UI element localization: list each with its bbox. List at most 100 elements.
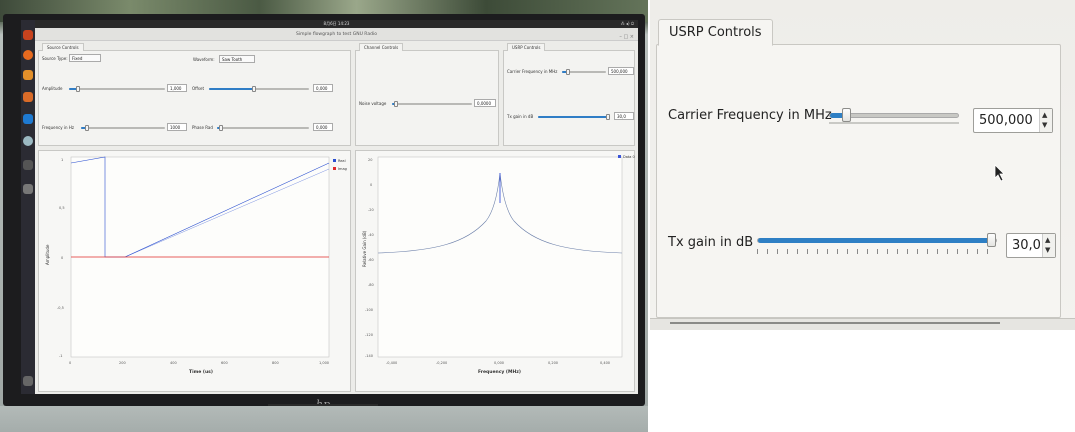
frequency-value: 1000 bbox=[170, 125, 181, 130]
tx-gain-label: Tx gain in dB bbox=[668, 235, 754, 250]
freq-ytick: -20 bbox=[368, 208, 374, 212]
time-xtick: 800 bbox=[272, 361, 279, 365]
legend-imag-swatch bbox=[333, 167, 336, 170]
legend-data0-label: Data 0 bbox=[623, 155, 635, 159]
firefox-icon[interactable] bbox=[23, 50, 33, 60]
vscode-icon[interactable] bbox=[23, 114, 33, 124]
time-xtick: 200 bbox=[119, 361, 126, 365]
legend-real-label: Real bbox=[338, 159, 346, 163]
noise-slider[interactable] bbox=[392, 101, 472, 107]
desk-surface bbox=[0, 406, 648, 432]
topbar-status-icons[interactable]: ⁂ ◂) ⏻ bbox=[620, 21, 634, 26]
frequency-spinbox[interactable]: 1000 bbox=[167, 123, 187, 131]
terminal-icon[interactable] bbox=[23, 136, 33, 146]
tab-source-controls[interactable]: Source Controls bbox=[42, 43, 84, 51]
horizontal-scrollbar[interactable] bbox=[670, 322, 1000, 324]
real-series-line-2 bbox=[124, 168, 330, 258]
freq-x-ticks: -0,400 -0,200 0,000 0,200 0,400 bbox=[386, 361, 610, 365]
carrier-slider-groove bbox=[829, 122, 959, 124]
offset-slider[interactable] bbox=[209, 86, 309, 92]
frequency-slider[interactable] bbox=[81, 125, 165, 131]
tx-gain-slider[interactable] bbox=[757, 233, 997, 247]
topbar-clock[interactable]: 8月6日 14:23 bbox=[323, 21, 350, 26]
tx-gain-slider-ticks bbox=[757, 249, 997, 254]
spin-down-icon[interactable]: ▼ bbox=[1045, 246, 1051, 254]
offset-value: 0,000 bbox=[316, 86, 328, 91]
offset-label: Offset bbox=[192, 86, 205, 91]
system-topbar: 8月6日 14:23 ⁂ ◂) ⏻ bbox=[35, 20, 638, 28]
freq-xtick: -0,400 bbox=[386, 361, 397, 365]
spin-up-icon[interactable]: ▲ bbox=[1042, 111, 1048, 119]
phase-label: Phase Rad bbox=[192, 125, 213, 130]
waveform-combo[interactable]: Saw Tooth bbox=[219, 55, 255, 63]
legend-imag-label: Imag bbox=[338, 167, 347, 171]
time-ytick: -1 bbox=[59, 354, 63, 358]
tab-usrp-controls[interactable]: USRP Controls bbox=[658, 19, 773, 46]
time-ylabel: Amplitude bbox=[45, 244, 50, 265]
settings-icon[interactable] bbox=[23, 160, 33, 170]
files-icon[interactable] bbox=[23, 70, 33, 80]
spin-down-icon[interactable]: ▼ bbox=[1042, 121, 1048, 129]
amplitude-slider[interactable] bbox=[69, 86, 165, 92]
phase-spinbox[interactable]: 0,000 bbox=[313, 123, 333, 131]
carrier-spinbox-small[interactable]: 500,000 bbox=[608, 67, 634, 75]
apps-grid-icon[interactable] bbox=[23, 376, 33, 386]
freq-ytick: -60 bbox=[368, 258, 374, 262]
disk-icon[interactable] bbox=[23, 184, 33, 194]
usrp-controls-zoom: USRP Controls Carrier Frequency in MHz 5… bbox=[650, 0, 1075, 330]
txgain-slider-small[interactable] bbox=[538, 114, 610, 120]
legend-real-swatch bbox=[333, 159, 336, 162]
time-domain-plot[interactable]: Amplitude Time (us) 0 200 400 600 800 1,… bbox=[38, 150, 351, 392]
usrp-controls-group: Carrier Frequency in MHz 500,000 ▲ ▼ Tx … bbox=[656, 44, 1061, 318]
carrier-spin-arrows[interactable]: ▲ ▼ bbox=[1039, 109, 1052, 132]
offset-spinbox[interactable]: 0,000 bbox=[313, 84, 333, 92]
gnuradio-icon[interactable] bbox=[23, 92, 33, 102]
freq-xlabel: Frequency (MHz) bbox=[478, 369, 521, 375]
time-ytick: 1 bbox=[61, 158, 63, 162]
window-controls[interactable]: – □ × bbox=[619, 34, 634, 40]
txgain-value-small: 30,0 bbox=[617, 114, 626, 119]
freq-xtick: 0,200 bbox=[548, 361, 558, 365]
txgain-spin-arrows[interactable]: ▲ ▼ bbox=[1042, 234, 1055, 257]
mouse-pointer-icon bbox=[994, 164, 1005, 182]
ubuntu-dock bbox=[21, 20, 35, 394]
time-xtick: 0 bbox=[69, 361, 71, 365]
freq-xtick: -0,200 bbox=[436, 361, 447, 365]
tab-usrp-controls-small[interactable]: USRP Controls bbox=[507, 43, 546, 51]
waveform-label: Waveform: bbox=[193, 57, 215, 62]
carrier-frequency-slider[interactable] bbox=[829, 108, 959, 122]
freq-ytick: -100 bbox=[365, 308, 373, 312]
screen: 8月6日 14:23 ⁂ ◂) ⏻ Simple flowgraph to te… bbox=[21, 20, 638, 394]
monitor: 8月6日 14:23 ⁂ ◂) ⏻ Simple flowgraph to te… bbox=[3, 14, 645, 411]
amplitude-spinbox[interactable]: 1,000 bbox=[167, 84, 187, 92]
time-plot-svg: Amplitude Time (us) 0 200 400 600 800 1,… bbox=[45, 156, 347, 375]
time-xtick: 400 bbox=[170, 361, 177, 365]
frequency-domain-plot[interactable]: Relative Gain (dB) Frequency (MHz) -0,40… bbox=[355, 150, 635, 392]
time-ytick: -0,5 bbox=[57, 306, 64, 310]
spin-up-icon[interactable]: ▲ bbox=[1045, 236, 1051, 244]
tx-gain-spinbox[interactable]: 30,0 ▲ ▼ bbox=[1006, 233, 1056, 258]
waveform-value: Saw Tooth bbox=[222, 57, 243, 62]
carrier-frequency-spinbox[interactable]: 500,000 ▲ ▼ bbox=[973, 108, 1053, 133]
ubuntu-logo-icon[interactable] bbox=[23, 30, 33, 40]
carrier-label-small: Carrier Frequency in MHz bbox=[507, 69, 558, 74]
time-xtick: 600 bbox=[221, 361, 228, 365]
zoom-bottom-edge bbox=[650, 318, 1075, 330]
legend-data0-swatch bbox=[618, 155, 621, 158]
carrier-frequency-value: 500,000 bbox=[979, 113, 1033, 128]
noise-spinbox[interactable]: 0,0000 bbox=[474, 99, 496, 107]
time-x-ticks: 0 200 400 600 800 1,000 bbox=[69, 361, 329, 365]
source-type-combo[interactable]: Fixed bbox=[69, 54, 101, 62]
freq-xtick: 0,000 bbox=[494, 361, 504, 365]
time-ytick: 0 bbox=[61, 256, 63, 260]
tx-gain-value: 30,0 bbox=[1012, 238, 1041, 253]
noise-value: 0,0000 bbox=[477, 101, 491, 106]
amplitude-label: Amplitude bbox=[42, 86, 63, 91]
window-titlebar: Simple flowgraph to test GNU Radio – □ × bbox=[35, 28, 638, 41]
txgain-spinbox-small[interactable]: 30,0 bbox=[614, 112, 634, 120]
carrier-slider-small[interactable] bbox=[562, 69, 606, 75]
phase-slider[interactable] bbox=[217, 125, 309, 131]
tab-channel-controls[interactable]: Channel Controls bbox=[359, 43, 404, 51]
phase-value: 0,000 bbox=[316, 125, 328, 130]
freq-ytick: -80 bbox=[368, 283, 374, 287]
